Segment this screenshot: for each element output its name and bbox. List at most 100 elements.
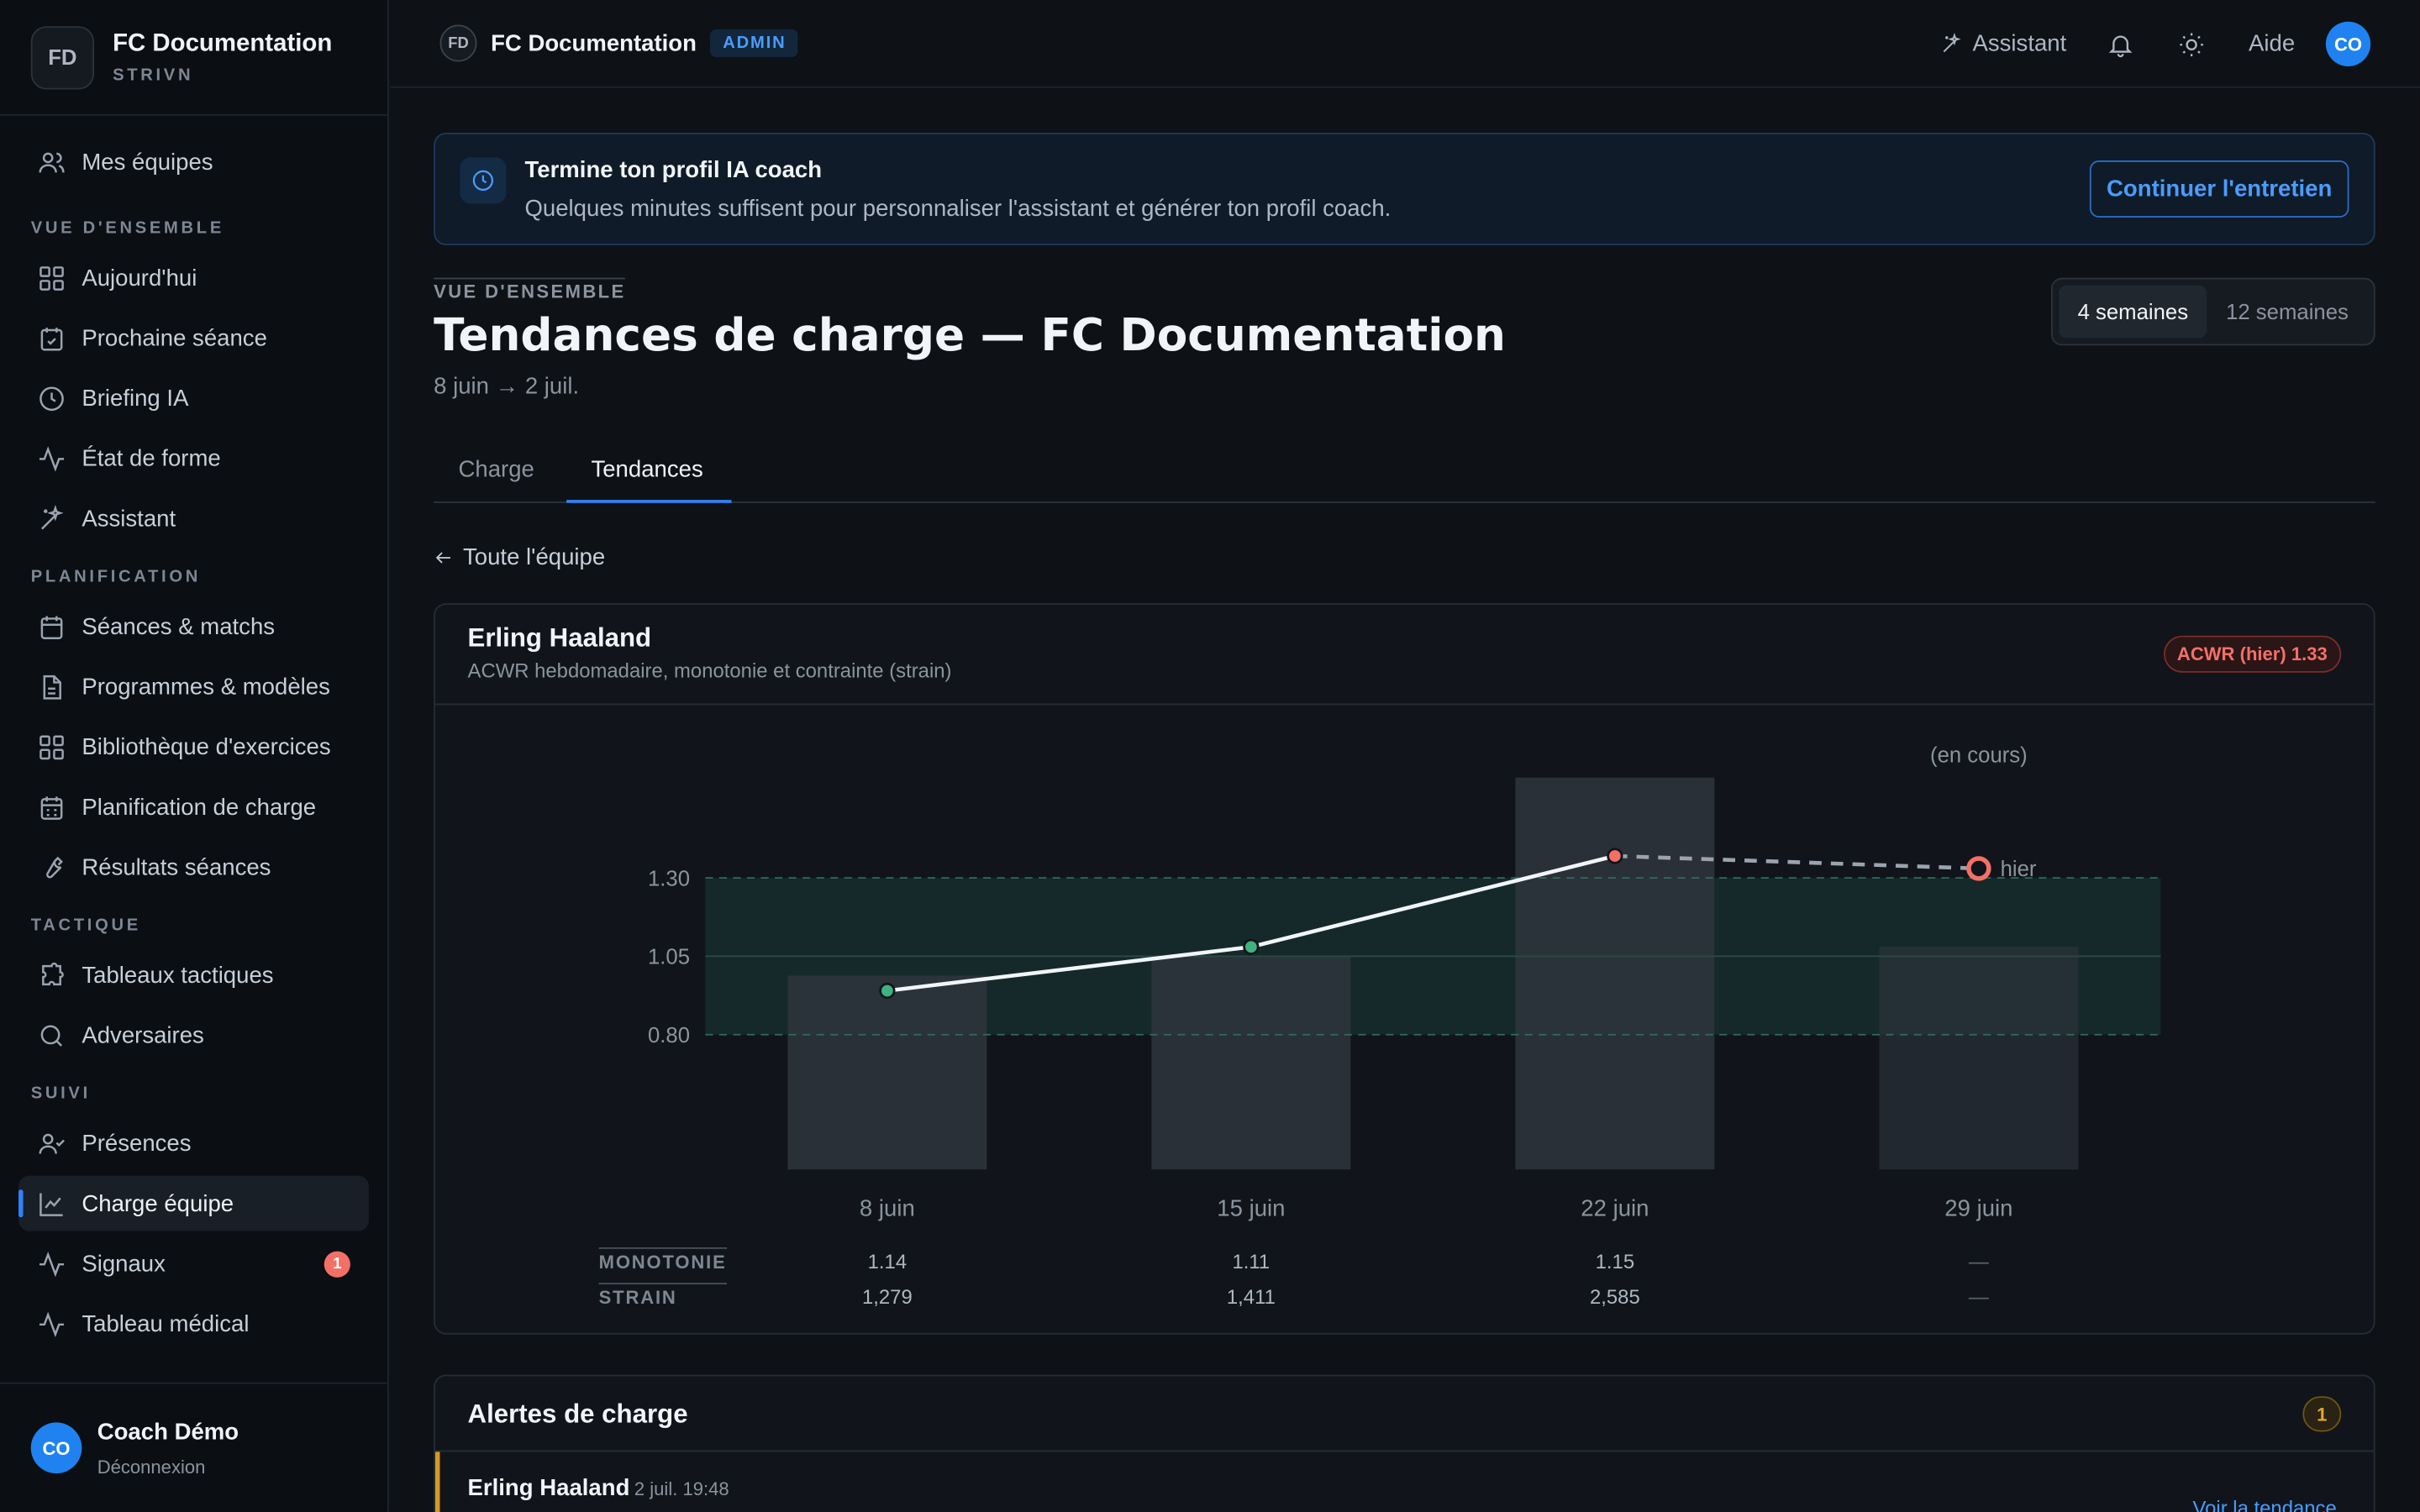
sidebar-item-seances-matchs[interactable]: Séances & matchs bbox=[18, 599, 369, 654]
acwr-trend-chart: 1.30 1.05 0.80 hier (en cours) 8 juin 15 juin 2… bbox=[599, 743, 2161, 1309]
search-icon bbox=[40, 1024, 63, 1046]
alerts-count-badge: 1 bbox=[2302, 1396, 2342, 1432]
active-tab-indicator bbox=[566, 500, 732, 503]
sidebar-item-label: Charge équipe bbox=[82, 1190, 234, 1217]
sidebar-user: CO Coach Démo Déconnexion bbox=[0, 1382, 388, 1512]
sidebar-item-mes-equipes[interactable]: Mes équipes bbox=[18, 134, 369, 190]
range-option-4-weeks[interactable]: 4 semaines bbox=[2059, 285, 2207, 339]
alert-item[interactable]: Erling Haaland 2 juil. 19:48 Voir la ten… bbox=[434, 1452, 2374, 1512]
page-title: Tendances de charge — FC Documentation bbox=[434, 308, 1506, 361]
avatar[interactable]: CO bbox=[30, 1422, 82, 1474]
view-trend-link[interactable]: Voir la tendance bbox=[2192, 1496, 2337, 1512]
bell-icon[interactable] bbox=[2107, 30, 2134, 58]
sidebar-item-adversaires[interactable]: Adversaires bbox=[18, 1007, 369, 1063]
coach-profile-banner: Termine ton profil IA coach Quelques min… bbox=[434, 132, 2375, 246]
sidebar-item-assistant[interactable]: Assistant bbox=[18, 491, 369, 546]
brand-avatar: FD bbox=[30, 25, 95, 89]
banner-title: Termine ton profil IA coach bbox=[524, 157, 823, 184]
tab-tendances[interactable]: Tendances bbox=[591, 456, 703, 483]
sidebar-item-resultats[interactable]: Résultats séances bbox=[18, 839, 369, 895]
sidebar-item-tableaux-tactiques[interactable]: Tableaux tactiques bbox=[18, 948, 369, 1003]
yesterday-label: hier bbox=[2001, 858, 2037, 881]
team-title[interactable]: FC Documentation bbox=[491, 29, 697, 57]
sidebar-item-briefing-ia[interactable]: Briefing IA bbox=[18, 370, 369, 426]
sparkles-icon bbox=[41, 504, 64, 529]
nav-section-title: SUIVI bbox=[30, 1084, 91, 1104]
brand[interactable]: FD FC Documentation STRIVN bbox=[0, 0, 388, 116]
x-axis-label: 22 juin bbox=[1581, 1194, 1649, 1221]
stat-row-value: — bbox=[1969, 1251, 1989, 1273]
activity-icon bbox=[39, 1310, 65, 1337]
sidebar-nav: Mes équipes VUE D'ENSEMBLE Aujourd'hui P… bbox=[0, 133, 387, 1383]
clock-icon bbox=[39, 386, 64, 411]
sidebar-item-label: État de forme bbox=[82, 444, 221, 472]
alerts-title: Alertes de charge bbox=[467, 1399, 688, 1429]
acwr-tick-label: 0.80 bbox=[648, 1024, 690, 1047]
sidebar-item-label: Assistant bbox=[82, 505, 176, 532]
nav-section-title: PLANIFICATION bbox=[30, 567, 202, 586]
load-bar bbox=[1151, 955, 1351, 1170]
sidebar-item-label: Aujourd'hui bbox=[82, 264, 197, 291]
banner-icon-box bbox=[460, 157, 507, 204]
activity-icon bbox=[39, 445, 65, 471]
sidebar-item-bibliotheque[interactable]: Bibliothèque d'exercices bbox=[18, 719, 369, 774]
sidebar-item-planification-charge[interactable]: Planification de charge bbox=[18, 780, 369, 835]
x-axis-label: 8 juin bbox=[860, 1194, 915, 1221]
help-link[interactable]: Aide bbox=[2249, 30, 2296, 57]
load-bar bbox=[1879, 946, 2079, 1170]
back-link[interactable]: Toute l'équipe bbox=[434, 544, 605, 571]
main-content: Termine ton profil IA coach Quelques min… bbox=[434, 88, 2375, 1512]
tab-charge[interactable]: Charge bbox=[458, 456, 534, 483]
sidebar-item-label: Briefing IA bbox=[82, 385, 189, 412]
view-tabs: Charge Tendances bbox=[434, 441, 2375, 503]
alert-player-name: Erling Haaland bbox=[467, 1474, 630, 1502]
wrench-icon bbox=[46, 855, 63, 878]
sidebar-item-label: Tableau médical bbox=[82, 1310, 250, 1337]
activity-icon bbox=[39, 1251, 65, 1277]
sidebar-item-label: Tableaux tactiques bbox=[82, 962, 274, 989]
team-avatar[interactable]: FD bbox=[439, 24, 477, 62]
sidebar-item-etat-de-forme[interactable]: État de forme bbox=[18, 430, 369, 486]
arrow-left-icon bbox=[435, 552, 451, 564]
line-chart-icon bbox=[39, 1192, 63, 1215]
sidebar-item-prochaine-seance[interactable]: Prochaine séance bbox=[18, 310, 369, 365]
stat-row-label: MONOTONIE bbox=[599, 1252, 727, 1273]
avatar[interactable]: CO bbox=[2325, 21, 2371, 66]
acwr-tick-label: 1.30 bbox=[648, 867, 690, 890]
stat-row-value: 1,279 bbox=[862, 1286, 913, 1309]
sidebar-item-aujourdhui[interactable]: Aujourd'hui bbox=[18, 250, 369, 306]
assistant-label: Assistant bbox=[1972, 30, 2067, 57]
file-icon bbox=[43, 675, 61, 699]
player-trend-card: Erling Haaland ACWR hebdomadaire, monoto… bbox=[434, 603, 2375, 1335]
sidebar-item-tableau-medical[interactable]: Tableau médical bbox=[18, 1296, 369, 1352]
sidebar-item-signaux[interactable]: Signaux 1 bbox=[18, 1236, 369, 1291]
grid-icon bbox=[39, 734, 64, 759]
sidebar-item-label: Résultats séances bbox=[82, 853, 271, 880]
sun-icon[interactable] bbox=[2178, 30, 2206, 58]
logout-link[interactable]: Déconnexion bbox=[97, 1455, 206, 1478]
assistant-button[interactable]: Assistant bbox=[1940, 31, 2066, 57]
acwr-point-current bbox=[1966, 856, 1991, 881]
clock-icon bbox=[472, 170, 494, 192]
calendar-icon bbox=[40, 615, 63, 639]
sidebar-item-charge-equipe[interactable]: Charge équipe bbox=[18, 1175, 369, 1231]
nav-section-title: VUE D'ENSEMBLE bbox=[30, 218, 224, 238]
range-option-12-weeks[interactable]: 12 semaines bbox=[2226, 299, 2349, 324]
sidebar-item-label: Programmes & modèles bbox=[82, 673, 330, 700]
user-name: Coach Démo bbox=[97, 1418, 239, 1446]
x-axis-label: 15 juin bbox=[1217, 1194, 1285, 1221]
date-range: 8 juin → 2 juil. bbox=[434, 373, 580, 400]
load-bar bbox=[1515, 777, 1715, 1170]
puzzle-icon bbox=[42, 962, 64, 985]
sidebar-item-presences[interactable]: Présences bbox=[18, 1116, 369, 1171]
acwr-point bbox=[1243, 938, 1260, 955]
card-subtitle: ACWR hebdomadaire, monotonie et contrain… bbox=[467, 659, 952, 682]
stat-row-value: 1.15 bbox=[1596, 1251, 1634, 1273]
signals-count-badge: 1 bbox=[324, 1250, 350, 1277]
sidebar-item-label: Prochaine séance bbox=[82, 324, 267, 351]
sidebar-item-programmes[interactable]: Programmes & modèles bbox=[18, 659, 369, 714]
x-axis-label: 29 juin bbox=[1944, 1194, 2012, 1221]
continue-interview-button[interactable]: Continuer l'entretien bbox=[2089, 160, 2349, 218]
role-badge: ADMIN bbox=[710, 29, 799, 57]
